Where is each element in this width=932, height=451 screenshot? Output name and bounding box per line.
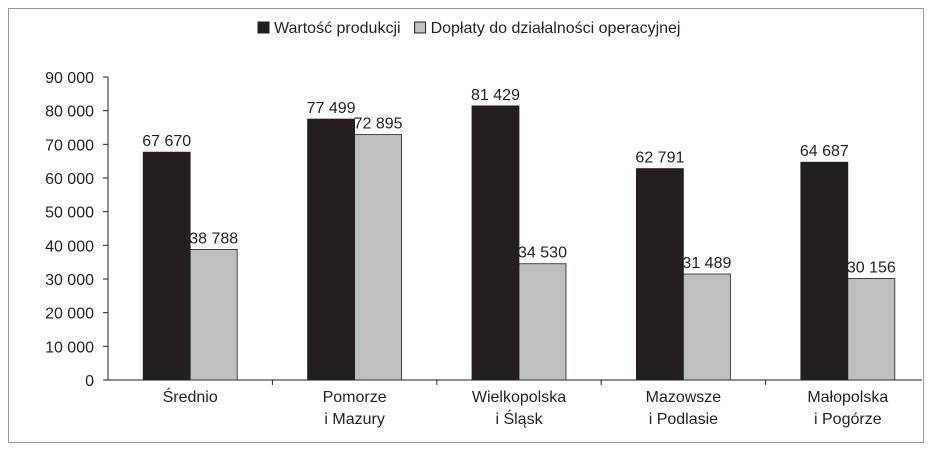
y-tick-label: 0 — [85, 373, 94, 390]
y-tick-label: 50 000 — [45, 205, 94, 222]
y-tick-label: 10 000 — [45, 339, 94, 356]
bar — [471, 105, 520, 381]
bar — [847, 278, 896, 381]
bar — [354, 134, 403, 381]
value-label: 81 429 — [471, 87, 520, 104]
value-label: 34 530 — [518, 245, 567, 262]
y-tick-label: 60 000 — [45, 171, 94, 188]
legend-label: Wartość produkcji — [274, 20, 401, 37]
value-label: 31 489 — [682, 255, 731, 272]
bar — [142, 151, 191, 381]
value-label: 77 499 — [307, 100, 356, 117]
y-tick-label: 80 000 — [45, 104, 94, 121]
y-tick-label: 70 000 — [45, 137, 94, 154]
x-tick-label: Średnio — [163, 387, 218, 406]
bar — [189, 249, 238, 381]
legend-label: Dopłaty do działalności operacyjnej — [431, 20, 681, 37]
y-tick-label: 40 000 — [45, 238, 94, 255]
bar — [307, 118, 356, 381]
bar — [636, 168, 684, 381]
value-label: 72 895 — [354, 116, 403, 133]
y-tick-label: 90 000 — [45, 70, 94, 87]
bar — [518, 263, 567, 381]
bar — [683, 273, 731, 381]
y-tick-label: 30 000 — [45, 272, 94, 289]
value-label: 62 791 — [635, 150, 684, 167]
bar — [800, 161, 849, 381]
x-tick-label: Wielkopolska i Śląsk — [472, 389, 566, 428]
legend-swatch — [414, 21, 427, 34]
chart-frame — [8, 8, 924, 443]
value-label: 64 687 — [800, 143, 849, 160]
y-tick-label: 20 000 — [45, 306, 94, 323]
x-tick-label: Małopolska i Pogórze — [807, 389, 888, 428]
x-tick-label: Pomorze i Mazury — [323, 389, 387, 428]
value-label: 67 670 — [142, 133, 191, 150]
x-tick-label: Mazowsze i Podlasie — [646, 389, 722, 428]
value-label: 38 788 — [189, 230, 238, 247]
value-label: 30 156 — [847, 259, 896, 276]
legend-swatch — [257, 21, 270, 34]
